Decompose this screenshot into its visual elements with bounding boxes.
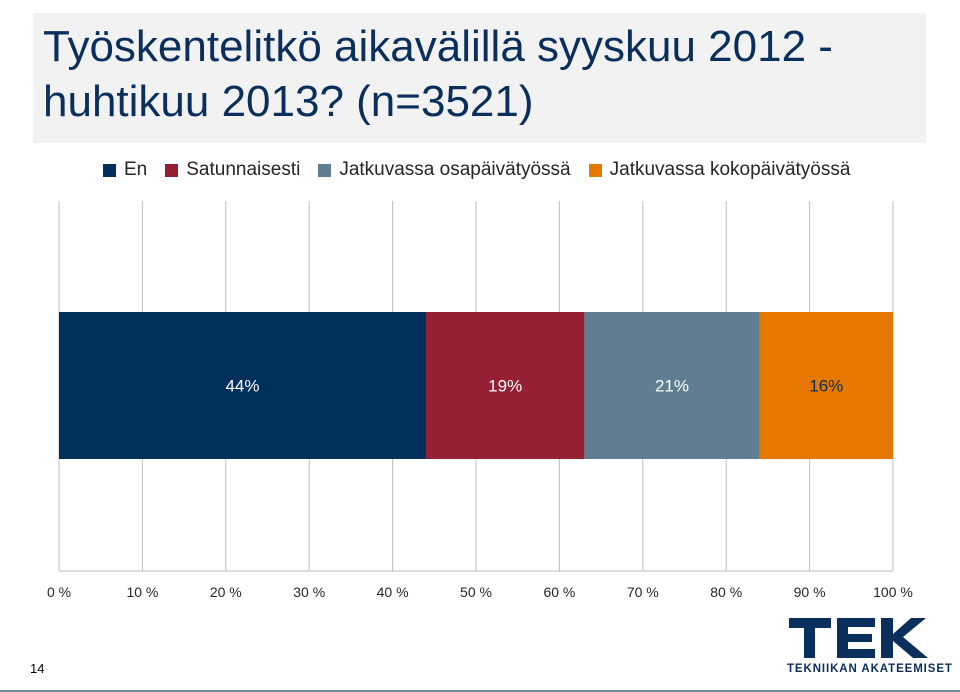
logo-caption: TEKNIIKAN AKATEEMISET bbox=[787, 663, 953, 675]
legend-label: En bbox=[124, 159, 148, 180]
x-tick-label: 60 % bbox=[543, 584, 575, 600]
x-tick-label: 50 % bbox=[460, 584, 492, 600]
legend-swatch bbox=[318, 163, 332, 177]
bar-segment bbox=[425, 312, 585, 459]
x-tick-label: 30 % bbox=[293, 584, 325, 600]
data-label: 44% bbox=[225, 377, 259, 396]
legend-item: En bbox=[103, 159, 147, 181]
bar-segment bbox=[759, 312, 893, 459]
stacked-bar-chart: 0 % 10 % 20 % 30 % 40 % 50 % 60 % 70 % 80 % 90 % 1… bbox=[47, 201, 913, 600]
legend-label: Jatkuvassa kokopäivätyössä bbox=[609, 159, 851, 180]
x-tick-label: 0 % bbox=[47, 584, 71, 600]
data-label: 21% bbox=[655, 377, 689, 396]
title-box: Työskentelitkö aikavälillä syyskuu 2012 … bbox=[33, 13, 926, 143]
legend-label: Satunnaisesti bbox=[186, 159, 301, 180]
data-label: 16% bbox=[809, 377, 843, 396]
chart-legend: En Satunnaisesti Jatkuvassa osapäivätyössä… bbox=[103, 158, 868, 182]
legend-swatch bbox=[165, 163, 179, 177]
legend-item: Satunnaisesti bbox=[165, 159, 300, 181]
x-tick-label: 70 % bbox=[627, 584, 659, 600]
x-tick-label: 100 % bbox=[873, 584, 913, 600]
x-tick-label: 80 % bbox=[710, 584, 742, 600]
x-tick-label: 90 % bbox=[794, 584, 826, 600]
legend-item: Jatkuvassa kokopäivätyössä bbox=[588, 159, 851, 181]
bar-segment bbox=[584, 312, 760, 459]
legend-swatch bbox=[588, 163, 602, 177]
bottom-divider bbox=[0, 690, 960, 692]
data-label: 19% bbox=[488, 377, 522, 396]
x-tick-label: 10 % bbox=[126, 584, 158, 600]
page-number: 14 bbox=[30, 661, 45, 676]
tek-logo bbox=[789, 618, 928, 658]
legend-item: Jatkuvassa osapäivätyössä bbox=[318, 159, 571, 181]
x-tick-label: 20 % bbox=[210, 584, 242, 600]
x-tick-label: 40 % bbox=[377, 584, 409, 600]
bar-segment bbox=[59, 312, 426, 459]
chart-title: Työskentelitkö aikavälillä syyskuu 2012 … bbox=[43, 22, 833, 126]
legend-label: Jatkuvassa osapäivätyössä bbox=[339, 159, 571, 180]
legend-swatch bbox=[103, 163, 116, 177]
